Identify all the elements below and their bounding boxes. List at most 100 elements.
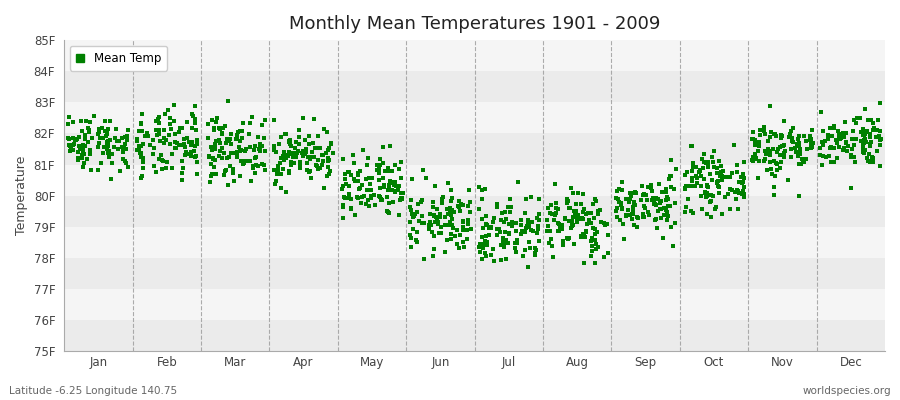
Point	[239, 146, 254, 153]
Point	[870, 126, 885, 133]
Point	[831, 128, 845, 134]
Point	[846, 154, 860, 160]
Point	[99, 131, 113, 137]
Point	[342, 191, 356, 198]
Point	[342, 168, 356, 175]
Point	[387, 181, 401, 188]
Point	[444, 198, 458, 204]
Point	[508, 240, 523, 246]
Point	[80, 156, 94, 162]
Point	[551, 228, 565, 234]
Point	[75, 154, 89, 161]
Point	[518, 229, 533, 235]
Point	[562, 205, 576, 211]
Point	[155, 156, 169, 163]
Point	[284, 142, 298, 149]
Point	[490, 232, 504, 238]
Point	[573, 200, 588, 207]
Point	[763, 152, 778, 158]
Point	[863, 131, 878, 137]
Point	[112, 138, 126, 144]
Point	[235, 128, 249, 134]
Point	[653, 206, 668, 212]
Point	[715, 173, 729, 179]
Point	[663, 173, 678, 179]
Point	[745, 136, 760, 142]
Point	[190, 158, 204, 165]
Point	[509, 249, 524, 256]
Point	[64, 146, 78, 152]
Point	[856, 142, 870, 148]
Point	[283, 149, 297, 155]
Point	[518, 210, 532, 216]
Point	[641, 184, 655, 190]
Point	[372, 170, 386, 176]
Point	[367, 192, 382, 198]
Point	[378, 168, 392, 174]
Point	[386, 199, 400, 205]
Point	[636, 214, 651, 220]
Point	[579, 228, 593, 234]
Point	[464, 226, 478, 232]
Bar	[64, 134, 885, 164]
Point	[238, 158, 253, 164]
Point	[656, 204, 670, 211]
Point	[392, 197, 407, 203]
Point	[427, 213, 441, 219]
Point	[343, 196, 357, 202]
Point	[204, 171, 219, 177]
Point	[175, 177, 189, 183]
Point	[256, 135, 271, 141]
Point	[600, 231, 615, 238]
Point	[427, 233, 441, 240]
Point	[212, 148, 227, 154]
Point	[709, 178, 724, 185]
Point	[706, 159, 720, 166]
Point	[336, 156, 350, 162]
Point	[836, 134, 850, 140]
Point	[118, 158, 132, 164]
Point	[381, 187, 395, 193]
Point	[849, 120, 863, 126]
Point	[389, 183, 403, 189]
Point	[306, 140, 320, 146]
Point	[270, 170, 284, 177]
Point	[205, 145, 220, 151]
Point	[235, 135, 249, 142]
Point	[456, 201, 471, 208]
Point	[353, 185, 367, 191]
Point	[231, 144, 246, 150]
Point	[409, 237, 423, 243]
Point	[202, 179, 217, 185]
Point	[93, 135, 107, 141]
Point	[302, 156, 317, 162]
Point	[608, 208, 623, 214]
Point	[788, 144, 802, 151]
Point	[836, 146, 850, 153]
Point	[300, 160, 314, 166]
Point	[452, 245, 466, 252]
Point	[805, 126, 819, 133]
Point	[701, 184, 716, 191]
Point	[686, 183, 700, 190]
Point	[147, 162, 161, 169]
Point	[644, 197, 659, 204]
Point	[868, 134, 883, 141]
Point	[704, 197, 718, 204]
Point	[423, 219, 437, 226]
Point	[655, 189, 670, 196]
Point	[436, 196, 450, 203]
Point	[253, 141, 267, 147]
Point	[116, 145, 130, 151]
Point	[746, 128, 760, 135]
Point	[649, 195, 663, 202]
Point	[626, 199, 641, 206]
Point	[335, 186, 349, 192]
Point	[547, 181, 562, 188]
Point	[188, 153, 202, 160]
Point	[102, 154, 116, 160]
Point	[661, 213, 675, 219]
Point	[496, 244, 510, 250]
Point	[274, 171, 289, 177]
Point	[426, 199, 440, 206]
